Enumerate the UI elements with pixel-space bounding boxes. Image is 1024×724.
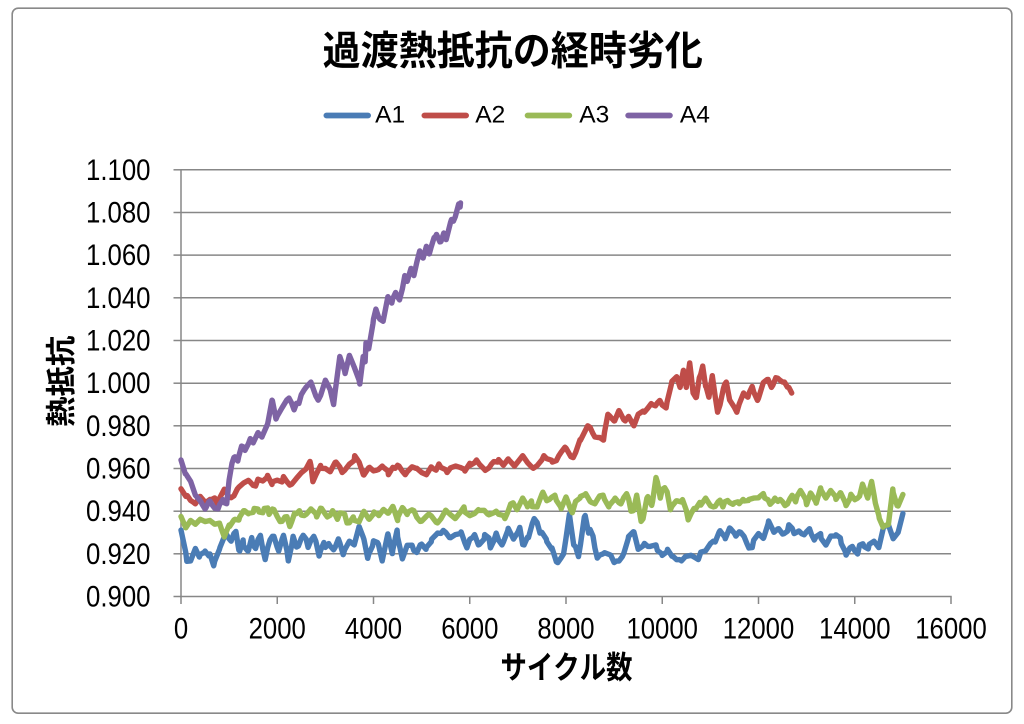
svg-text:0.940: 0.940 [86, 495, 151, 528]
svg-text:0.900: 0.900 [86, 581, 151, 614]
svg-text:1.080: 1.080 [86, 197, 151, 230]
svg-text:1.020: 1.020 [86, 325, 151, 358]
svg-text:4000: 4000 [345, 613, 402, 646]
svg-text:1.000: 1.000 [86, 367, 151, 400]
svg-text:0: 0 [174, 613, 188, 646]
svg-text:0.960: 0.960 [86, 453, 151, 486]
svg-text:2000: 2000 [249, 613, 306, 646]
svg-text:0.980: 0.980 [86, 410, 151, 443]
svg-text:12000: 12000 [723, 613, 795, 646]
svg-text:A4: A4 [680, 101, 710, 128]
svg-text:10000: 10000 [626, 613, 698, 646]
svg-text:1.060: 1.060 [86, 239, 151, 272]
svg-text:6000: 6000 [441, 613, 498, 646]
svg-text:A3: A3 [579, 101, 609, 128]
svg-text:16000: 16000 [915, 613, 987, 646]
svg-text:A1: A1 [375, 101, 405, 128]
svg-text:8000: 8000 [537, 613, 594, 646]
svg-text:0.920: 0.920 [86, 538, 151, 571]
svg-text:14000: 14000 [819, 613, 891, 646]
svg-text:A2: A2 [475, 101, 505, 128]
svg-text:1.100: 1.100 [86, 154, 151, 187]
svg-text:1.040: 1.040 [86, 282, 151, 315]
